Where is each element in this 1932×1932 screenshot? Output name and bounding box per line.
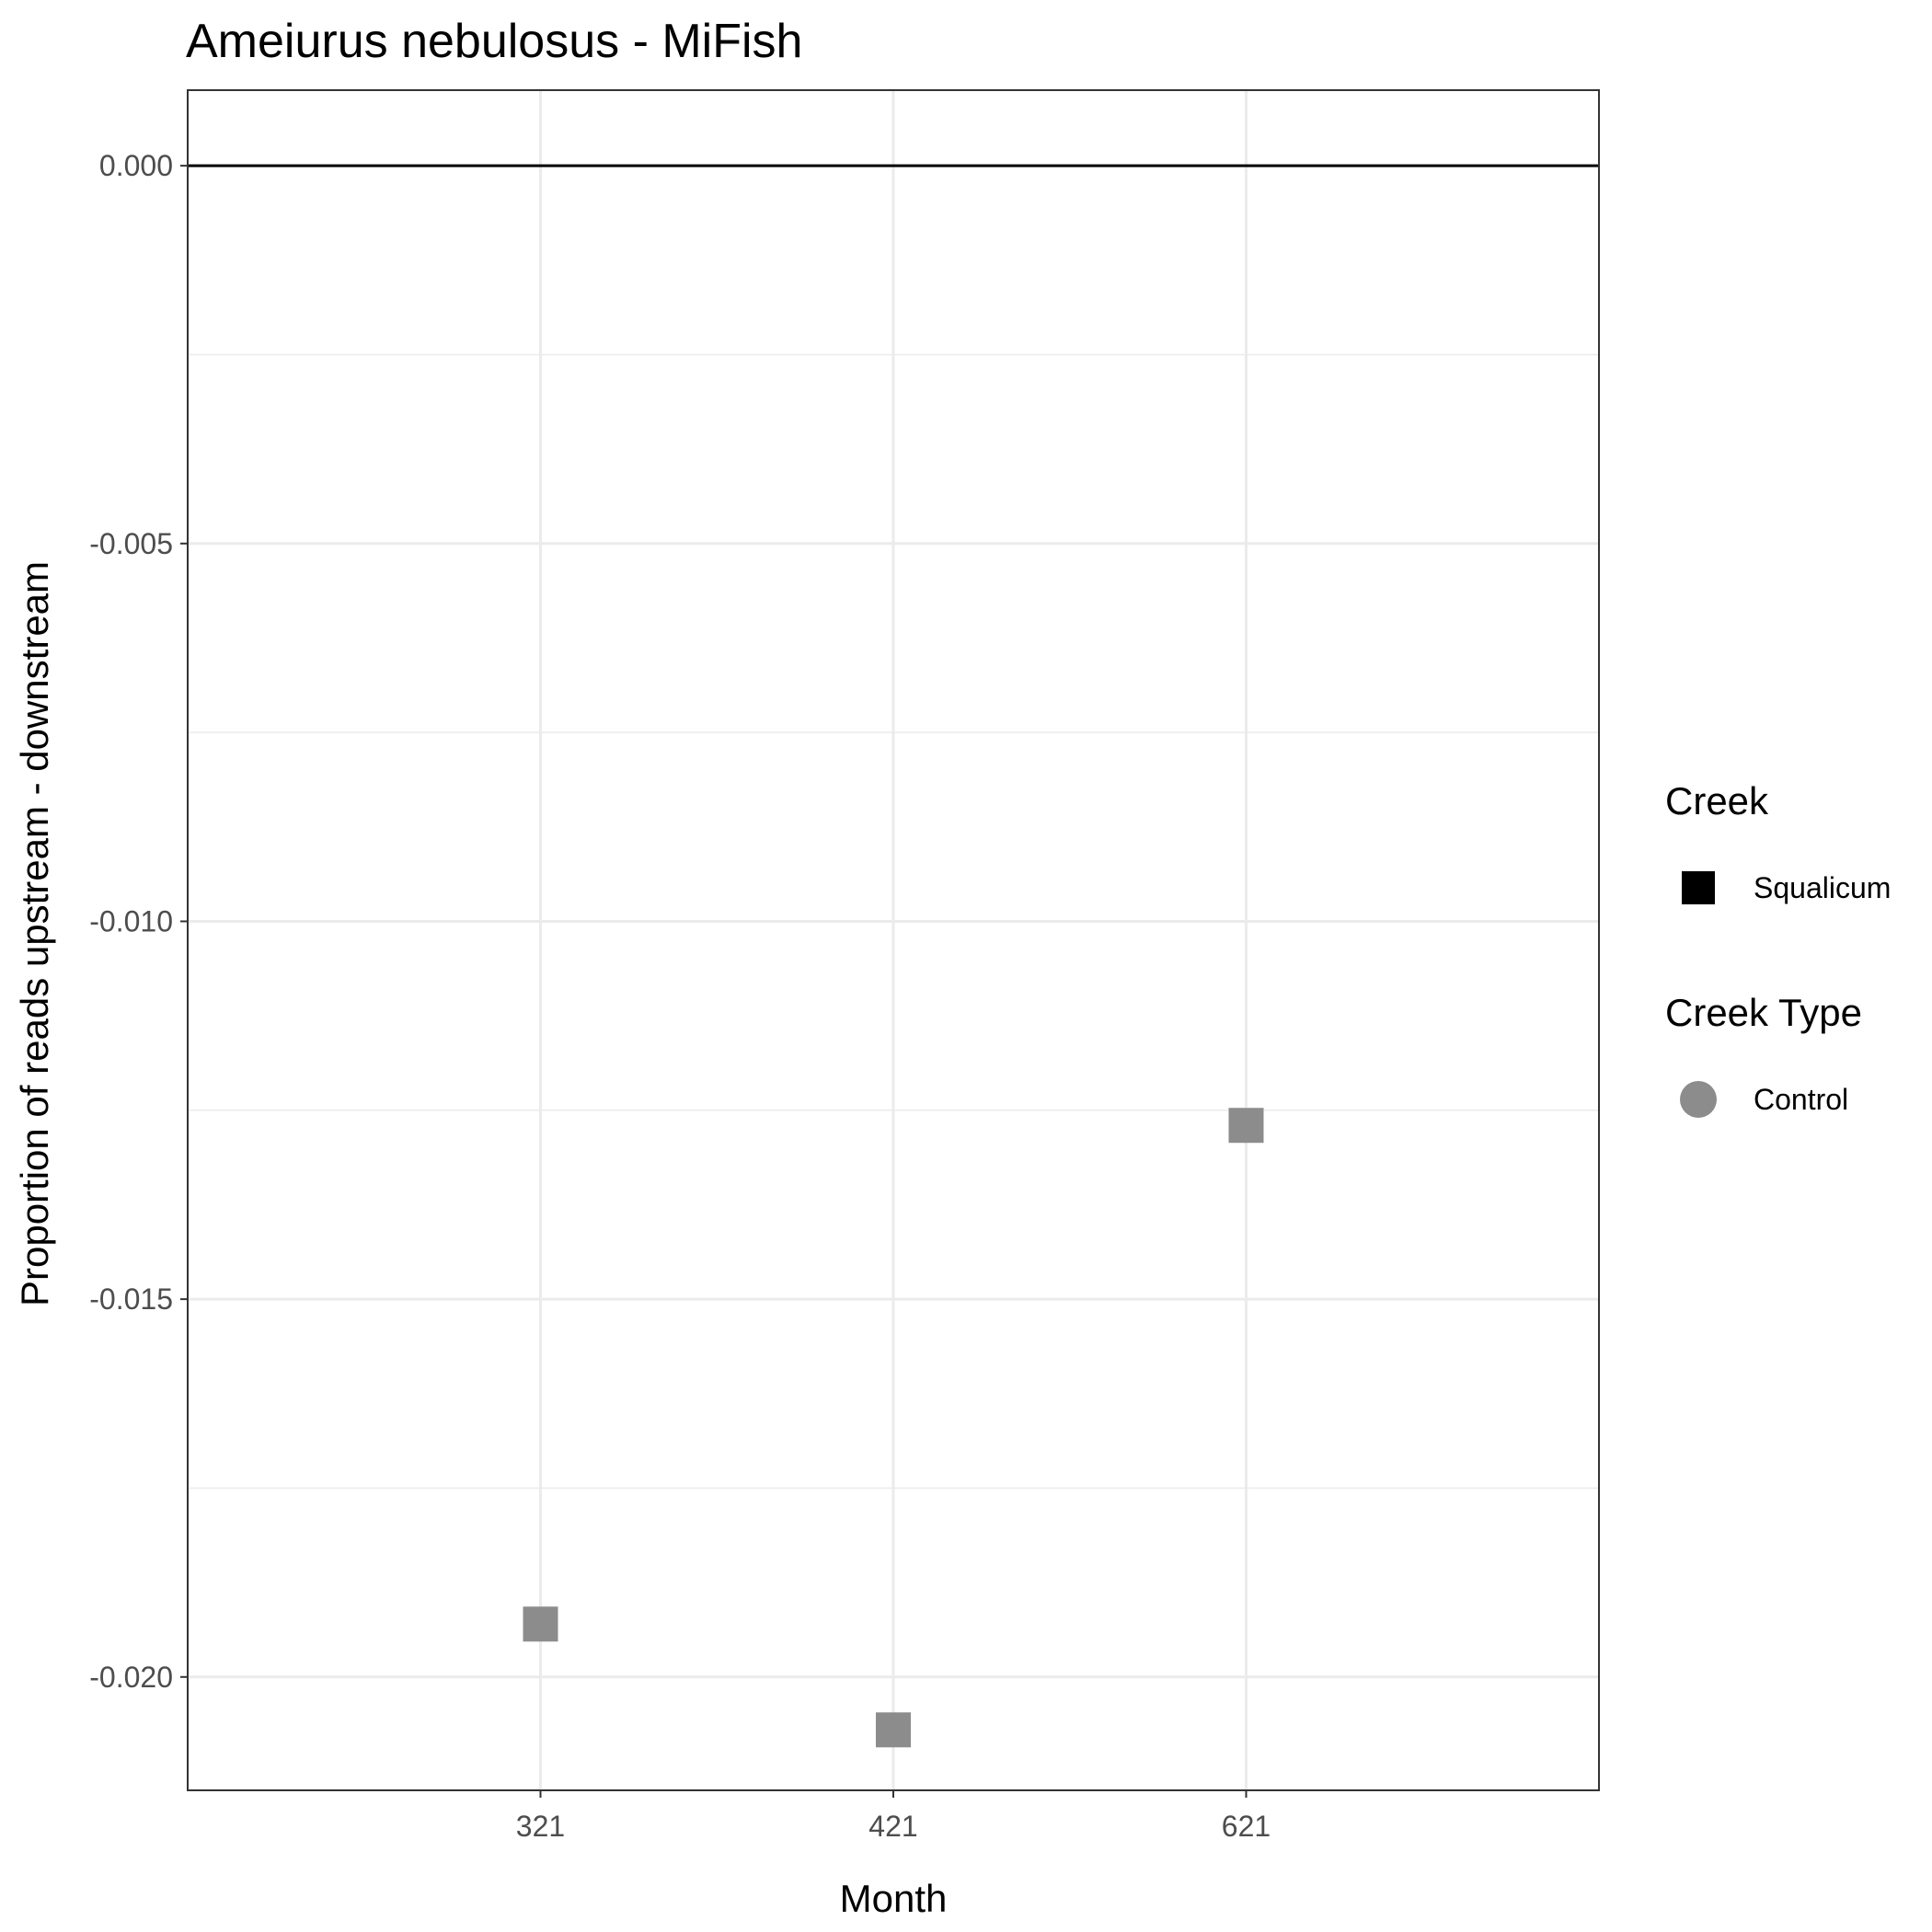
y-tick-label: 0.000: [99, 149, 173, 182]
y-tick-label: -0.010: [89, 904, 173, 937]
x-axis-title: Month: [840, 1877, 948, 1920]
x-tick-label: 421: [868, 1810, 917, 1843]
legend-title: Creek Type: [1665, 991, 1862, 1034]
y-axis-title: Proportion of reads upstream - downstrea…: [13, 561, 56, 1306]
y-tick-label: -0.020: [89, 1661, 173, 1694]
data-point: [876, 1712, 911, 1748]
legend-key-square: [1682, 871, 1715, 904]
x-tick-label: 621: [1222, 1810, 1271, 1843]
data-point: [523, 1606, 558, 1642]
data-point: [1228, 1108, 1264, 1144]
chart-title: Ameiurus nebulosus - MiFish: [186, 15, 802, 68]
legend-key-circle: [1680, 1081, 1717, 1118]
plot-area: 0.000 -0.005 -0.010 -0.015 -0.020 321 421 621: [89, 89, 1600, 1843]
y-tick-label: -0.005: [89, 527, 173, 560]
legend-label: Squalicum: [1754, 871, 1891, 904]
legend-label: Control: [1754, 1083, 1848, 1116]
y-tick-label: -0.015: [89, 1282, 173, 1316]
legend: Creek Squalicum Creek Type Control: [1665, 779, 1891, 1118]
legend-title: Creek: [1665, 779, 1769, 822]
x-tick-label: 321: [516, 1810, 565, 1843]
